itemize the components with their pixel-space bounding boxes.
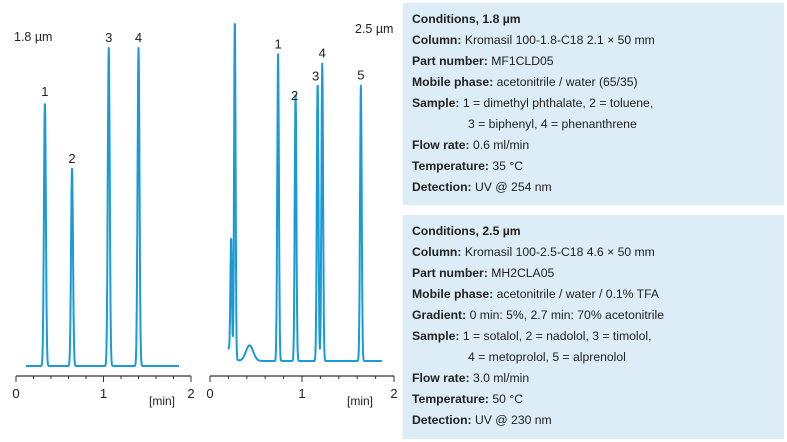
- panel-2-detection: Detection: UV @ 230 nm: [412, 413, 552, 427]
- panel-2-title: Conditions, 2.5 µm: [412, 224, 521, 238]
- chart-2-peak-label-5: 5: [357, 68, 364, 83]
- chart-1-peak-label-3: 3: [105, 30, 112, 45]
- panel-1-flow-rate: Flow rate: 0.6 ml/min: [412, 138, 530, 152]
- chart-1-tick-label: 0: [12, 386, 19, 401]
- panel-2-part-number: Part number: MH2CLA05: [412, 266, 555, 280]
- chart-2-peak-label-1: 1: [274, 36, 281, 51]
- panel-2-gradient: Gradient: 0 min: 5%, 2.7 min: 70% aceton…: [412, 308, 664, 322]
- panel-2-sample: Sample: 1 = sotalol, 2 = nadolol, 3 = ti…: [412, 329, 652, 343]
- panel-1-mobile-phase: Mobile phase: acetonitrile / water (65/3…: [412, 75, 638, 89]
- panel-1-detection: Detection: UV @ 254 nm: [412, 180, 552, 194]
- panel-2-temperature: Temperature: 50 °C: [412, 392, 523, 406]
- chart-2-title: 2.5 µm: [355, 22, 393, 36]
- chart-2-tick-label: 0: [206, 386, 213, 401]
- panel-1-sample-cont: 3 = biphenyl, 4 = phenanthrene: [468, 117, 637, 131]
- chart-1-tick-label: 1: [100, 386, 107, 401]
- panel-2-sample-cont: 4 = metoprolol, 5 = alprenolol: [468, 350, 626, 364]
- chart-2-tick-label: 2: [390, 386, 397, 401]
- panel-1-title: Conditions, 1.8 µm: [412, 12, 521, 26]
- chart-2-peak-label-4: 4: [319, 46, 326, 61]
- chart-2-tick-label: 1: [298, 386, 305, 401]
- chart-1-title: 1.8 µm: [14, 30, 52, 44]
- conditions-panel-2-5um: Conditions, 2.5 µm Column: Kromasil 100-…: [403, 215, 784, 439]
- chart-1-trace: [25, 47, 180, 367]
- chart-1-tick-label: 2: [187, 386, 194, 401]
- panel-1-temperature: Temperature: 35 °C: [412, 159, 523, 173]
- chart-1-peak-label-1: 1: [41, 84, 48, 99]
- chart-1-8um: 1.8 µm 0 1 2 1 2 3 4 [min]: [12, 30, 194, 408]
- panel-2-mobile-phase: Mobile phase: acetonitrile / water / 0.1…: [412, 287, 660, 301]
- chart-1-x-label: [min]: [149, 394, 175, 408]
- panel-1-part-number: Part number: MF1CLD05: [412, 54, 554, 68]
- chart-2-trace: [227, 23, 383, 362]
- panel-1-sample: Sample: 1 = dimethyl phthalate, 2 = tolu…: [412, 96, 654, 110]
- panel-2-flow-rate: Flow rate: 3.0 ml/min: [412, 371, 530, 385]
- chart-1-peak-label-4: 4: [135, 30, 142, 45]
- chart-1-peak-label-2: 2: [68, 151, 75, 166]
- chart-2-peak-label-2: 2: [291, 88, 298, 103]
- chart-2-x-label: [min]: [347, 394, 373, 408]
- conditions-panel-1-8um: Conditions, 1.8 µm Column: Kromasil 100-…: [403, 3, 784, 205]
- chart-2-peak-label-3: 3: [312, 68, 319, 83]
- panel-1-column: Column: Kromasil 100-1.8-C18 2.1 × 50 mm: [412, 33, 655, 47]
- panel-2-column: Column: Kromasil 100-2.5-C18 4.6 × 50 mm: [412, 245, 655, 259]
